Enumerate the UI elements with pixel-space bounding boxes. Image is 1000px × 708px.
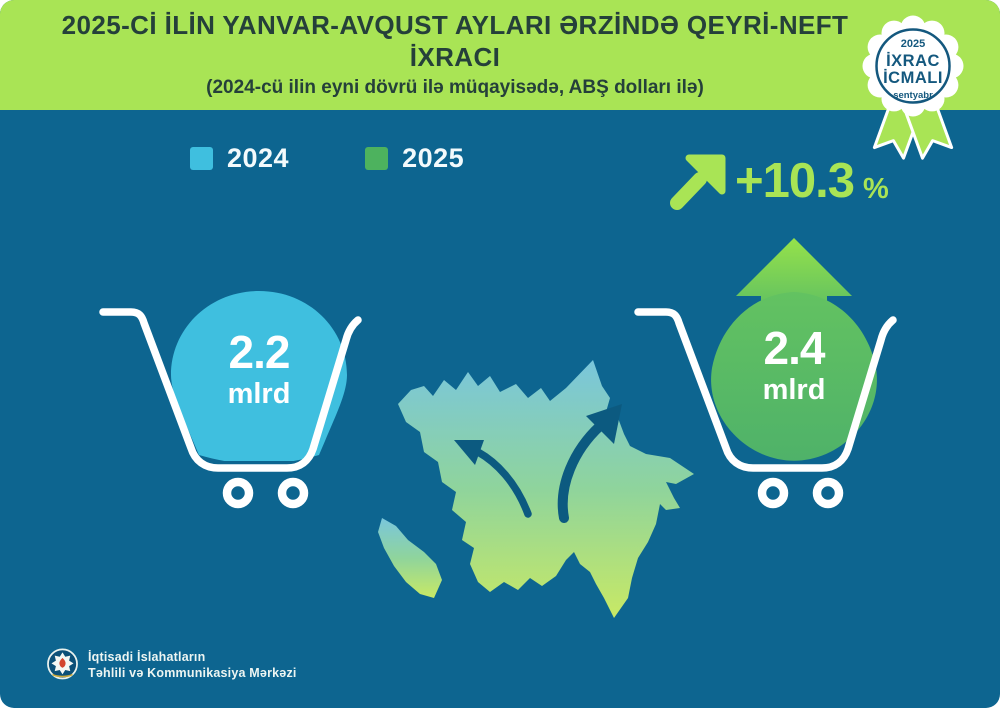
org-emblem-icon — [47, 648, 78, 680]
legend: 2024 2025 — [190, 143, 464, 174]
cart-wheel-icon — [277, 477, 309, 509]
org-name: İqtisadi İslahatların Təhlili və Kommuni… — [88, 649, 297, 681]
arrow-up-right-icon — [670, 154, 726, 210]
footer-org: İqtisadi İslahatların Təhlili və Kommuni… — [46, 648, 297, 681]
figure-2025-value: 2.4 — [763, 322, 826, 374]
badge-year: 2025 — [901, 38, 925, 50]
figure-2024-unit: mlrd — [227, 378, 291, 410]
growth-percent-sign: % — [862, 173, 889, 205]
page-title: 2025-Cİ İLİN YANVAR-AVQUST AYLARI ƏRZİND… — [61, 10, 849, 72]
map-azerbaijan — [378, 360, 694, 618]
header-banner: 2025-Cİ İLİN YANVAR-AVQUST AYLARI ƏRZİND… — [0, 0, 1000, 110]
legend-swatch-2025-icon — [365, 147, 389, 170]
legend-label-2025: 2025 — [402, 143, 465, 173]
badge-month: sentyabr — [893, 90, 933, 101]
org-name-line1: İqtisadi İslahatların — [88, 649, 206, 664]
figure-2025: 2.4 mlrd — [698, 323, 890, 406]
cart-wheel-icon — [222, 477, 254, 509]
page-subtitle: (2024-cü ilin eyni dövrü ilə müqayisədə,… — [206, 77, 704, 98]
growth-indicator: +10.3 % — [666, 153, 889, 211]
blob-2024-icon — [171, 291, 347, 461]
figure-2024-value: 2.2 — [228, 326, 291, 378]
badge-line1: İXRAC — [886, 52, 940, 70]
export-arrows-icon — [454, 404, 622, 523]
figure-2024: 2.2 mlrd — [163, 327, 355, 410]
badge-line2: İCMALI — [883, 69, 943, 87]
legend-item-2024: 2024 — [190, 143, 289, 174]
map-mainland — [398, 360, 694, 618]
growth-value: +10.3 — [735, 154, 855, 208]
cart-wheel-icon — [757, 477, 789, 509]
badge-scallop — [862, 15, 964, 117]
cart-2024-icon — [99, 308, 362, 509]
figure-2025-unit: mlrd — [762, 374, 826, 406]
org-name-line2: Təhlili və Kommunikasiya Mərkəzi — [88, 665, 297, 680]
cart-2025-icon — [634, 308, 897, 509]
badge-seal: 2025 İXRAC İCMALI sentyabr — [862, 15, 964, 160]
blob-2025-icon — [711, 238, 877, 461]
legend-item-2025: 2025 — [365, 143, 464, 174]
legend-label-2024: 2024 — [227, 143, 290, 173]
legend-swatch-2024-icon — [190, 147, 213, 170]
cart-wheel-icon — [812, 477, 844, 509]
map-nakhchivan — [378, 518, 442, 598]
